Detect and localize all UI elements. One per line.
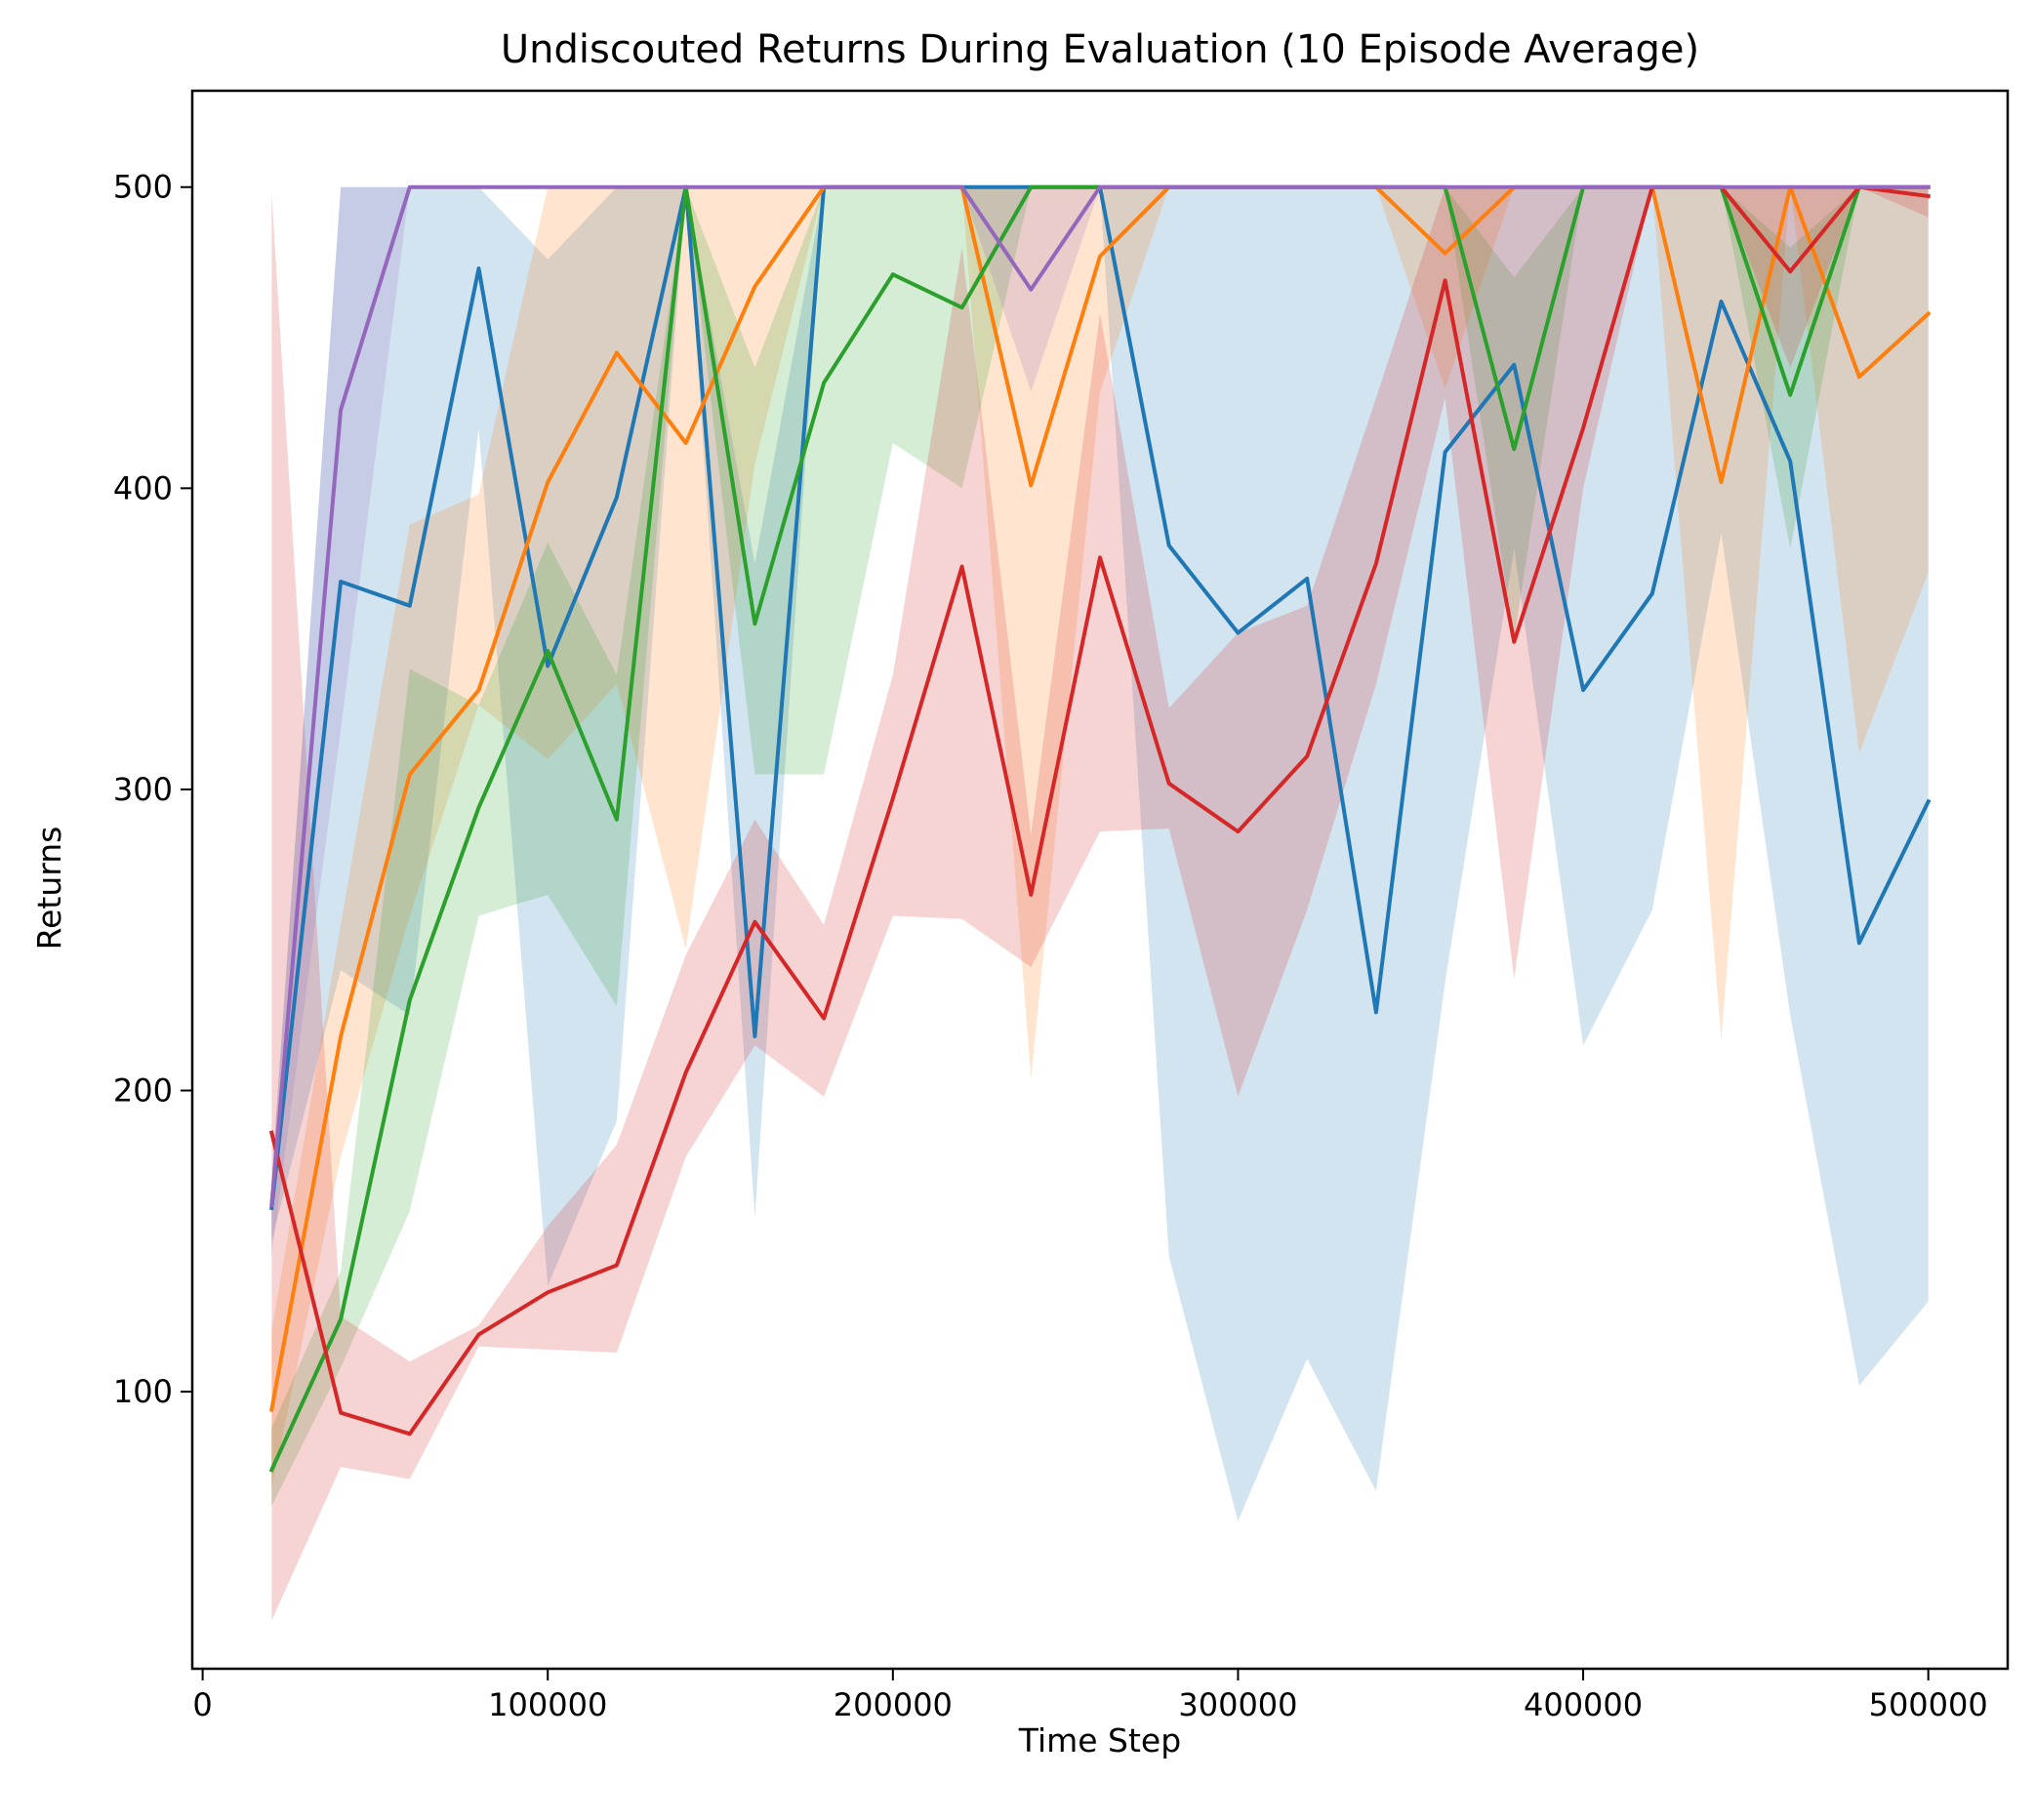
y-tick-label: 500 xyxy=(113,169,173,206)
plot-area-frame xyxy=(190,89,2010,1671)
series-lines xyxy=(268,184,1932,1473)
x-tick-label: 300000 xyxy=(1178,1686,1297,1723)
y-axis-label: Returns xyxy=(30,827,68,950)
series-5-line xyxy=(269,184,1931,1207)
y-tick-label: 300 xyxy=(113,771,173,808)
y-tick-label: 400 xyxy=(113,469,173,506)
series-3-band xyxy=(271,186,1929,1507)
x-axis-ticks: 0 100000 200000 300000 400000 500000 xyxy=(192,1669,1988,1723)
confidence-bands xyxy=(271,186,1929,1621)
x-axis-label: Time Step xyxy=(1018,1721,1181,1759)
x-tick-label: 400000 xyxy=(1524,1686,1643,1723)
x-tick-label: 500000 xyxy=(1869,1686,1988,1723)
series-2-band xyxy=(271,186,1929,1488)
y-tick-label: 200 xyxy=(113,1072,173,1110)
chart-title: Undiscouted Returns During Evaluation (1… xyxy=(501,27,1699,72)
x-tick-label: 100000 xyxy=(488,1686,607,1723)
series-4-band xyxy=(271,186,1929,1621)
x-tick-label: 200000 xyxy=(834,1686,953,1723)
x-tick-label: 0 xyxy=(192,1686,212,1723)
y-tick-label: 100 xyxy=(113,1373,173,1410)
series-1-band xyxy=(271,186,1929,1521)
y-axis-ticks: 100 200 300 400 500 xyxy=(113,169,192,1410)
